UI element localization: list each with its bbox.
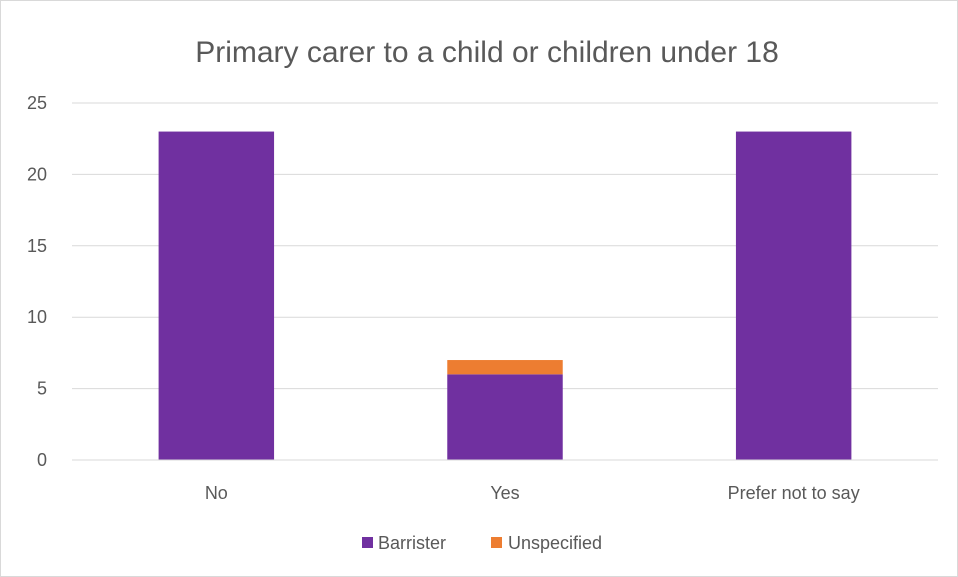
- legend: Barrister Unspecified: [362, 533, 602, 553]
- legend-label: Barrister: [378, 533, 446, 553]
- y-tick-label: 10: [27, 307, 47, 327]
- y-tick-label: 25: [27, 93, 47, 113]
- y-tick-label: 15: [27, 236, 47, 256]
- bar-unspecified-yes: [447, 360, 563, 375]
- y-tick-label: 20: [27, 164, 47, 184]
- y-axis: 0 5 10 15 20 25: [27, 93, 47, 470]
- legend-swatch: [362, 537, 373, 548]
- chart-title: Primary carer to a child or children und…: [195, 36, 779, 69]
- y-tick-label: 0: [37, 450, 47, 470]
- bar-barrister-yes: [447, 374, 563, 460]
- x-tick-label: No: [205, 483, 228, 503]
- x-tick-label: Yes: [490, 483, 519, 503]
- x-axis: No Yes Prefer not to say: [72, 459, 938, 503]
- x-tick-label: Prefer not to say: [728, 483, 860, 503]
- y-tick-label: 5: [37, 379, 47, 399]
- bars: [158, 131, 852, 460]
- legend-swatch: [491, 537, 502, 548]
- legend-label: Unspecified: [508, 533, 602, 553]
- bar-barrister-no: [158, 131, 275, 460]
- bar-barrister-prefer-not-to-say: [735, 131, 852, 460]
